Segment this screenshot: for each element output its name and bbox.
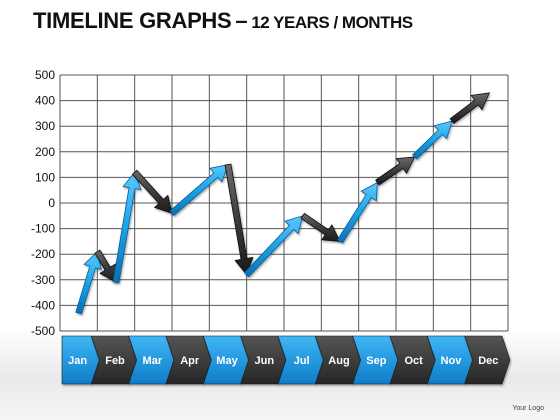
month-tab-label: Nov (441, 355, 463, 367)
title-main: TIMELINE GRAPHS (33, 8, 232, 33)
month-tab (464, 335, 511, 385)
month-tab-label: Sep (366, 355, 386, 367)
month-tab-label: Feb (105, 355, 125, 367)
y-tick-label: -500 (31, 324, 55, 338)
month-tab-label: Jan (68, 355, 87, 367)
y-tick-label: 500 (35, 68, 55, 82)
month-tab-label: Jul (294, 355, 310, 367)
series-arrow-blue (75, 250, 102, 315)
y-tick-label: 400 (35, 94, 55, 108)
y-tick-label: 0 (48, 196, 55, 210)
y-tick-label: -100 (31, 222, 55, 236)
series-arrow-blue (243, 215, 304, 278)
page-title: TIMELINE GRAPHS –12 YEARS / MONTHS (33, 8, 413, 34)
y-tick-label: -200 (31, 247, 55, 261)
month-tab-label: Apr (180, 355, 200, 367)
series-arrow-blue (336, 181, 378, 244)
series-arrows (75, 92, 490, 315)
y-tick-label: 200 (35, 145, 55, 159)
series-arrow-dark (449, 92, 490, 125)
series-arrow-blue (112, 171, 142, 284)
series-arrow-dark (375, 156, 416, 186)
series-arrow-blue (169, 164, 229, 217)
series-arrow-dark (224, 163, 254, 276)
month-tab-label: Aug (328, 355, 349, 367)
month-tab-label: May (216, 355, 238, 367)
month-tabs: Jan Feb Mar Apr May Jun Jul Aug Sep Oct Nov Dec (61, 335, 511, 385)
y-tick-label: -300 (31, 273, 55, 287)
footer-logo: Your Logo (512, 405, 544, 412)
series-arrow-blue (412, 120, 453, 160)
series-arrow-dark (131, 169, 173, 214)
y-axis-ticks: 500 400 300 200 100 0 -100 -200 -300 -400 -500 (31, 68, 55, 338)
title-dash: – (235, 8, 248, 33)
y-tick-label: 300 (35, 119, 55, 133)
month-tab-label: Oct (404, 355, 423, 367)
month-tab-label: Dec (478, 355, 498, 367)
title-sub: 12 YEARS / MONTHS (251, 13, 413, 32)
y-tick-label: 100 (35, 170, 55, 184)
month-tab-label: Jun (255, 355, 275, 367)
month-tab-label: Mar (143, 355, 163, 367)
grid (59, 74, 509, 332)
y-tick-label: -400 (31, 298, 55, 312)
series-arrow-dark (300, 212, 341, 242)
